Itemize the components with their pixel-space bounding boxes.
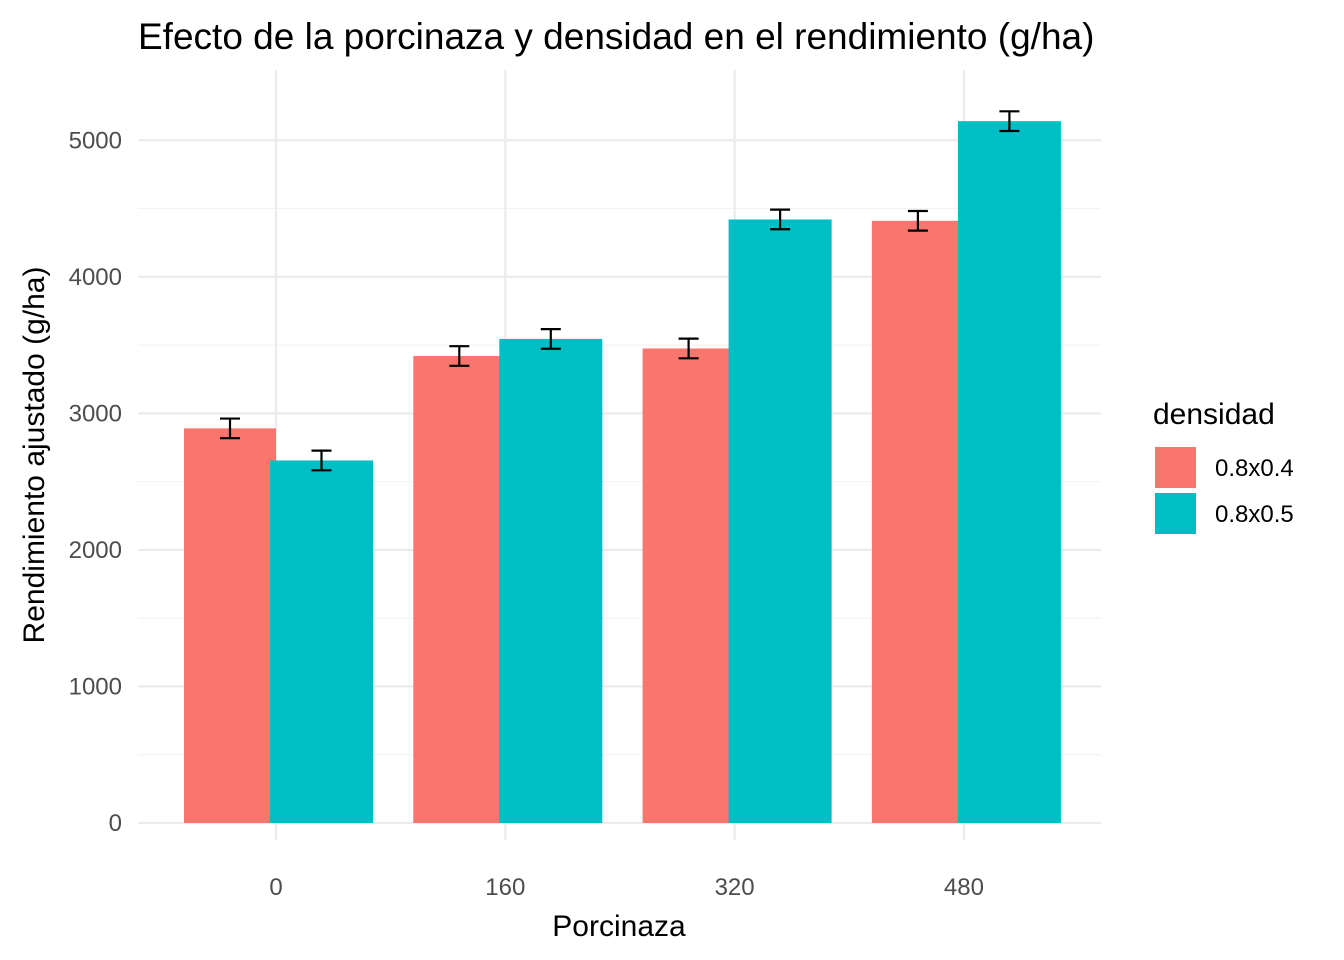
error-bar [449,345,470,367]
error-bar [220,417,240,440]
error-bars [220,110,1020,472]
x-axis-ticks: 0 160 320 480 [269,874,984,901]
bar [270,460,373,823]
bar [184,428,276,823]
error-bar [540,327,561,350]
bar [413,355,506,823]
y-tick-label: 4000 [69,264,122,291]
legend-key [1155,493,1196,534]
legend-label: 0.8x0.5 [1215,501,1294,528]
y-tick-label: 3000 [69,400,122,427]
y-tick-label: 2000 [69,537,122,564]
y-tick-label: 1000 [69,673,122,700]
legend-title: densidad [1153,398,1275,431]
x-tick-label: 160 [485,874,525,901]
bar [957,121,1061,824]
error-bar [770,208,791,231]
bar [728,219,832,824]
x-tick-label: 0 [269,874,282,901]
bar [871,220,964,823]
y-axis-title: Rendimiento ajustado (g/ha) [18,267,51,644]
bar [499,338,603,823]
y-axis-ticks: 0 1000 2000 3000 4000 5000 [69,127,122,837]
legend: densidad 0.8x0.4 0.8x0.5 [1153,398,1294,534]
y-tick-label: 5000 [69,127,122,154]
chart-title: Efecto de la porcinaza y densidad en el … [138,16,1094,57]
error-bar [311,449,332,472]
legend-key [1155,447,1196,488]
y-tick-label: 0 [109,810,122,837]
legend-label: 0.8x0.4 [1215,455,1294,482]
x-axis-title: Porcinaza [552,910,686,943]
bars [184,121,1061,824]
error-bar [999,110,1020,133]
x-tick-label: 480 [944,874,984,901]
x-tick-label: 320 [715,874,755,901]
bar [642,348,735,823]
error-bar [907,209,928,232]
error-bar [678,337,699,360]
